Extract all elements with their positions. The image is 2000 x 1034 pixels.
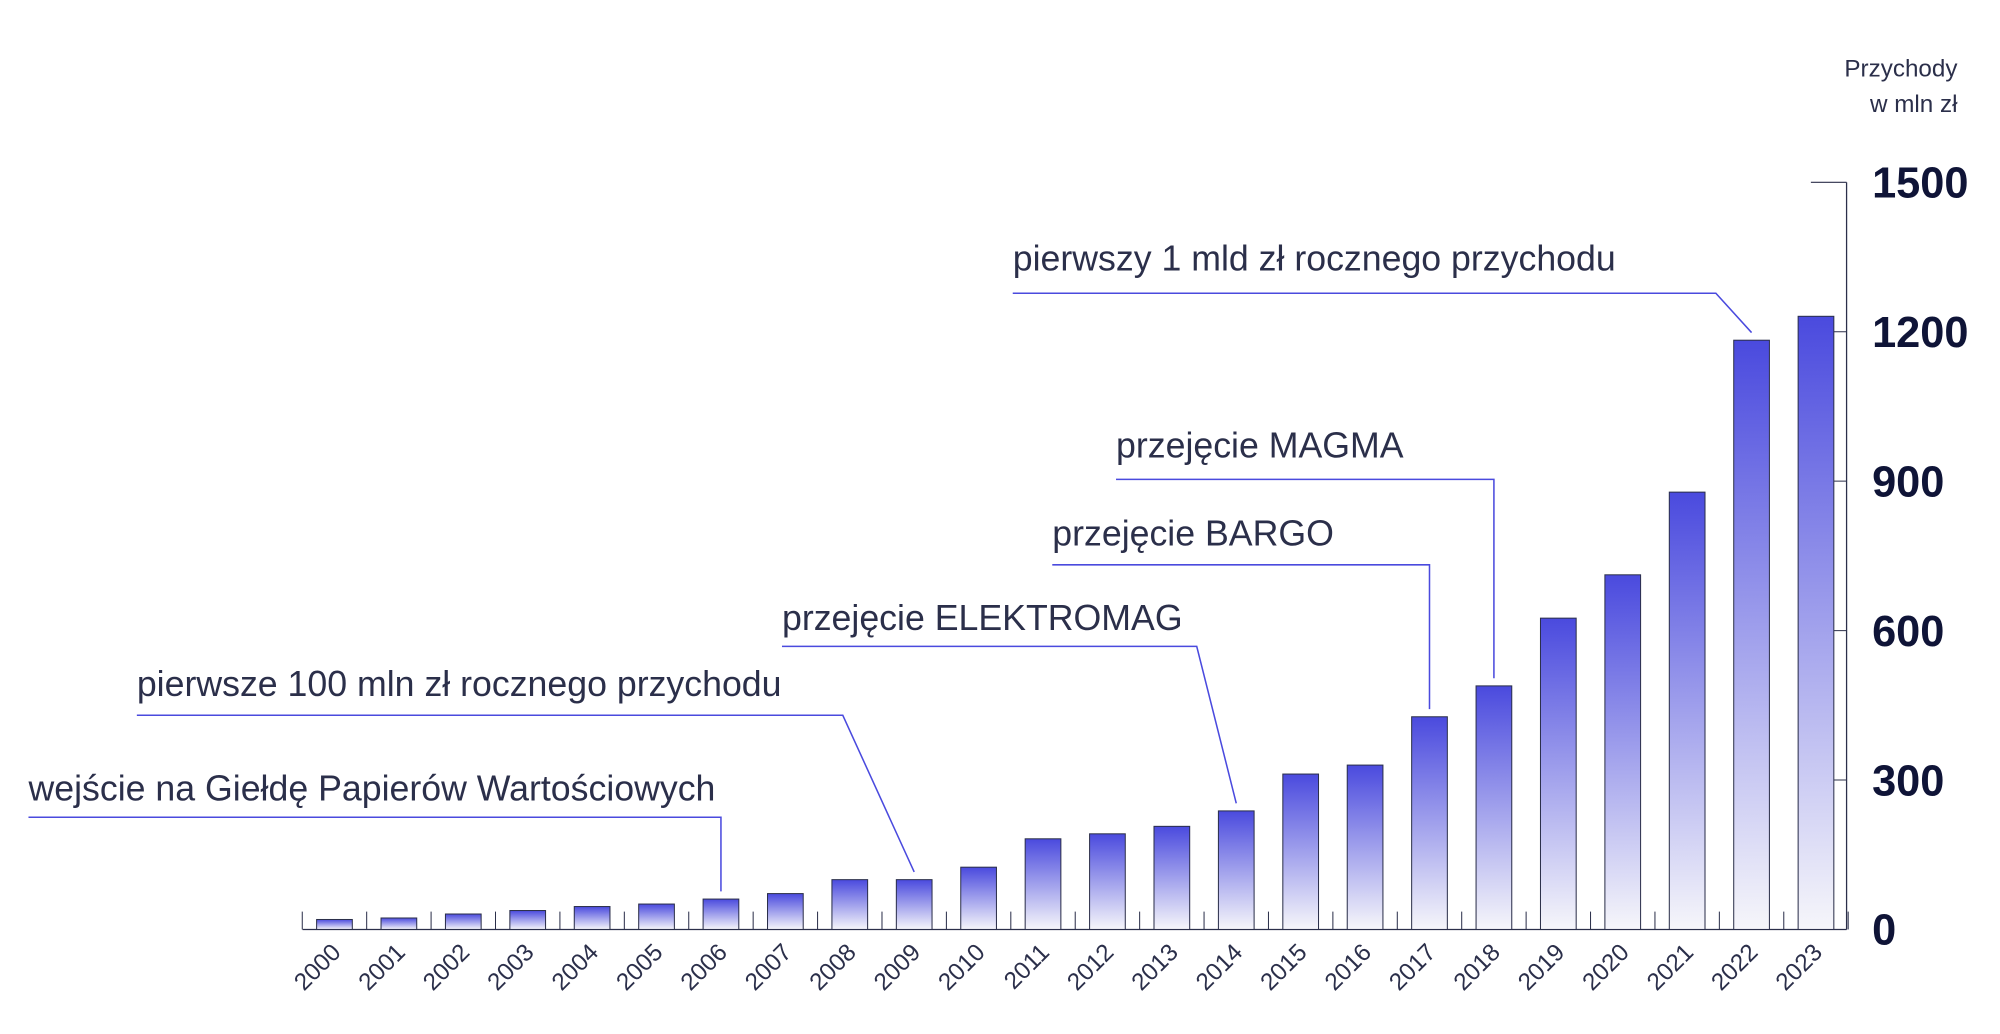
x-tick-label: 2015: [1255, 939, 1312, 996]
bar: [1217, 810, 1255, 930]
bar: [1346, 764, 1384, 930]
x-tick-label: 2008: [804, 939, 861, 996]
annotation-line: [28, 816, 722, 892]
x-tick-label: 2000: [289, 939, 346, 996]
bar: [573, 906, 611, 930]
x-tick-label: 2003: [482, 939, 539, 996]
annotation-line: [136, 714, 915, 873]
x-tick-label: 2007: [740, 939, 797, 996]
y-tick-label: 1500: [1872, 160, 1968, 208]
annotation-line: [1052, 564, 1431, 710]
x-tick-label: 2014: [1191, 939, 1248, 996]
annotation: wejście na Giełdę Papierów Wartościowych: [27, 769, 715, 809]
y-tick-label: 300: [1872, 757, 1944, 805]
annotation-line: [1116, 478, 1495, 679]
x-tick-label: 2017: [1384, 939, 1441, 996]
x-tick-label: 2013: [1127, 939, 1184, 996]
y-tick-label: 600: [1872, 608, 1944, 656]
x-tick-label: 2002: [418, 939, 475, 996]
x-tick-label: 2009: [869, 939, 926, 996]
x-tick-label: 2012: [1062, 939, 1119, 996]
bar: [509, 910, 547, 930]
bar: [1153, 825, 1191, 930]
y-tick-label: 900: [1872, 458, 1944, 506]
y-tick-label: 1200: [1872, 309, 1968, 357]
bar: [1282, 773, 1320, 930]
x-tick-label: 2010: [933, 939, 990, 996]
annotation-line: [781, 645, 1237, 804]
bar: [1024, 838, 1062, 930]
x-tick-label: 2021: [1642, 939, 1699, 996]
annotation-line: [1012, 292, 1753, 334]
bar: [767, 893, 804, 930]
x-tick-label: 2011: [999, 939, 1055, 995]
bar: [1475, 685, 1513, 930]
bar: [1604, 574, 1642, 930]
bar: [1797, 315, 1835, 930]
bar: [380, 917, 418, 930]
annotation: przejęcie MAGMA: [1116, 426, 1404, 466]
x-tick-label: 2019: [1513, 939, 1570, 996]
x-tick-label: 2020: [1577, 939, 1634, 996]
x-tick-label: 2022: [1706, 939, 1763, 996]
bar: [1089, 833, 1126, 930]
annotation: przejęcie BARGO: [1052, 514, 1334, 554]
x-tick-label: 2023: [1771, 939, 1828, 996]
bar: [702, 898, 740, 930]
x-tick-label: 2006: [676, 939, 733, 996]
annotation: pierwszy 1 mld zł rocznego przychodu: [1013, 238, 1616, 278]
bar: [1539, 617, 1577, 930]
y-axis-label: w mln zł: [1869, 91, 1958, 118]
bar: [831, 879, 869, 930]
x-tick-label: 2001: [354, 939, 411, 996]
bar: [1411, 716, 1448, 930]
x-tick-label: 2005: [611, 939, 668, 996]
bar: [638, 903, 675, 930]
annotation: przejęcie ELEKTROMAG: [782, 598, 1183, 638]
x-tick-label: 2018: [1449, 939, 1506, 996]
y-axis-label: Przychody: [1844, 55, 1958, 82]
y-tick-label: 0: [1872, 907, 1896, 955]
bar: [1668, 491, 1706, 930]
x-tick-label: 2016: [1320, 939, 1377, 996]
annotation: pierwsze 100 mln zł rocznego przychodu: [137, 664, 782, 704]
bar: [895, 879, 933, 930]
bar: [960, 866, 997, 930]
bar: [316, 918, 353, 930]
bar: [444, 913, 482, 930]
x-tick-label: 2004: [547, 939, 604, 996]
bar: [1733, 339, 1770, 930]
